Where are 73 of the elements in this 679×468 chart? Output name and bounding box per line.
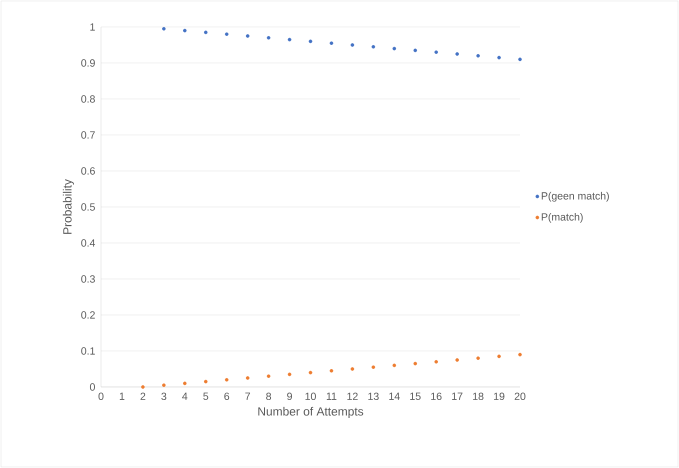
x-axis-title: Number of Attempts bbox=[258, 406, 364, 418]
y-tick-label: 1 bbox=[90, 23, 95, 31]
y-tick-label: 0.3 bbox=[81, 275, 95, 283]
point bbox=[434, 360, 438, 364]
x-tick-label: 12 bbox=[347, 392, 358, 400]
point bbox=[224, 32, 229, 36]
point bbox=[476, 54, 480, 58]
y-tick-label: 0.7 bbox=[81, 131, 95, 139]
x-tick-label: 18 bbox=[473, 392, 484, 400]
x-tick-label: 16 bbox=[431, 392, 442, 400]
y-tick-label: 0.9 bbox=[81, 59, 95, 67]
point bbox=[204, 30, 208, 34]
x-tick-label: 2 bbox=[140, 392, 146, 400]
y-tick-label: 0.1 bbox=[81, 347, 95, 355]
point bbox=[455, 358, 459, 362]
point bbox=[330, 368, 334, 373]
y-tick-label: 0 bbox=[90, 383, 95, 391]
y-tick-label: 0.6 bbox=[81, 167, 95, 175]
x-tick-label: 6 bbox=[224, 392, 230, 400]
x-tick-label: 10 bbox=[305, 392, 316, 400]
point bbox=[497, 354, 501, 358]
point bbox=[288, 38, 292, 42]
x-tick-label: 19 bbox=[494, 392, 504, 400]
x-tick-label: 3 bbox=[161, 392, 166, 400]
x-tick-label: 5 bbox=[203, 392, 208, 400]
x-tick-label: 0 bbox=[98, 392, 104, 400]
point bbox=[266, 36, 270, 40]
point bbox=[183, 382, 187, 386]
point bbox=[308, 370, 312, 374]
point bbox=[413, 48, 418, 52]
y-tick-label: 0.5 bbox=[81, 203, 95, 211]
x-tick-label: 20 bbox=[514, 392, 526, 400]
x-tick-label: 7 bbox=[245, 392, 250, 400]
y-tick-label: 0.8 bbox=[81, 95, 95, 103]
point bbox=[350, 367, 354, 371]
point bbox=[308, 40, 312, 44]
point bbox=[518, 58, 522, 62]
y-axis-title: Probability bbox=[62, 179, 74, 234]
point bbox=[392, 364, 396, 368]
x-tick-label: 9 bbox=[287, 392, 292, 400]
point bbox=[162, 383, 166, 387]
point bbox=[246, 376, 250, 380]
y-tick-label: 0.2 bbox=[81, 311, 95, 319]
legend-label: P(match) bbox=[542, 212, 583, 223]
point bbox=[183, 28, 187, 32]
x-tick-label: 11 bbox=[326, 392, 336, 400]
point bbox=[413, 362, 418, 366]
point bbox=[434, 50, 438, 54]
x-tick-label: 4 bbox=[182, 392, 188, 400]
point bbox=[372, 365, 376, 369]
point bbox=[372, 44, 376, 49]
point bbox=[204, 380, 208, 384]
point bbox=[476, 356, 480, 360]
point bbox=[392, 46, 396, 50]
point bbox=[330, 41, 334, 45]
point bbox=[455, 52, 459, 56]
x-tick-label: 1 bbox=[120, 392, 124, 400]
point bbox=[246, 34, 250, 38]
point bbox=[141, 385, 145, 389]
point bbox=[224, 378, 229, 382]
point bbox=[266, 374, 270, 378]
point bbox=[497, 56, 501, 60]
x-tick-label: 17 bbox=[452, 392, 462, 400]
y-tick-label: 0.4 bbox=[81, 239, 96, 247]
x-tick-label: 15 bbox=[410, 392, 421, 400]
x-tick-label: 8 bbox=[266, 392, 272, 400]
point bbox=[288, 372, 292, 376]
x-tick-label: 13 bbox=[368, 392, 379, 400]
x-tick-label: 14 bbox=[389, 392, 400, 400]
legend-label: P(geen match) bbox=[542, 192, 609, 202]
point bbox=[350, 43, 354, 47]
point bbox=[162, 26, 166, 31]
point bbox=[518, 352, 522, 356]
